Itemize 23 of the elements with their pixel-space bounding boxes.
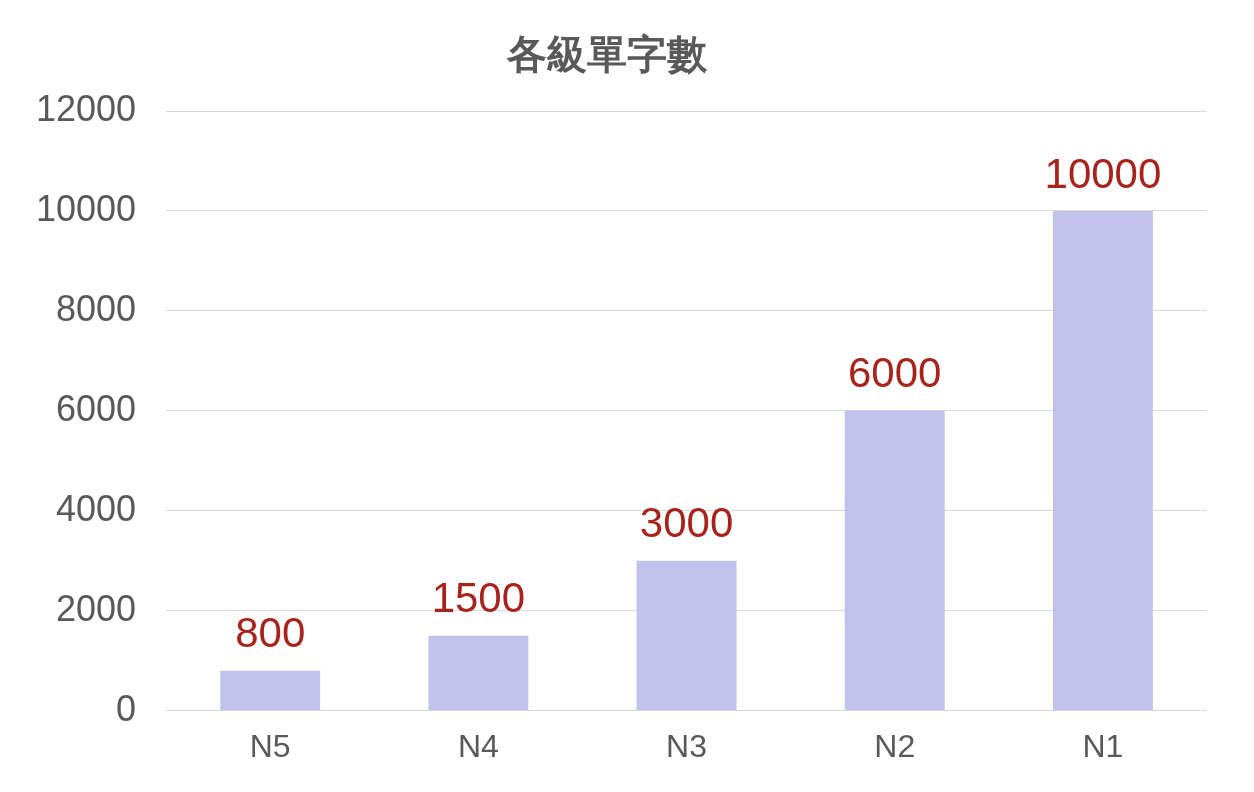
y-tick-label: 0: [116, 687, 137, 729]
data-label: 10000: [1044, 149, 1162, 197]
x-tick-label: N1: [1082, 727, 1124, 764]
data-label: 1500: [431, 574, 526, 622]
y-tick-label: 10000: [36, 187, 137, 229]
y-tick-label: 12000: [36, 87, 137, 129]
y-tick-label: 2000: [56, 587, 137, 629]
bar: [1052, 210, 1153, 711]
x-tick-label: N4: [457, 727, 499, 764]
bar: [844, 410, 945, 711]
y-tick-label: 8000: [56, 287, 137, 329]
data-label: 3000: [639, 499, 734, 547]
data-label: 6000: [848, 349, 942, 397]
y-tick-label: 4000: [56, 487, 137, 529]
bar: [428, 635, 529, 711]
y-tick-label: 6000: [56, 387, 137, 429]
x-tick-label: N2: [874, 727, 916, 764]
chart-title: 各級單字數: [505, 32, 708, 77]
x-tick-label: N5: [249, 727, 291, 764]
bar: [220, 670, 321, 711]
x-tick-label: N3: [666, 727, 708, 764]
bar: [636, 560, 737, 711]
data-label: 800: [235, 609, 306, 657]
